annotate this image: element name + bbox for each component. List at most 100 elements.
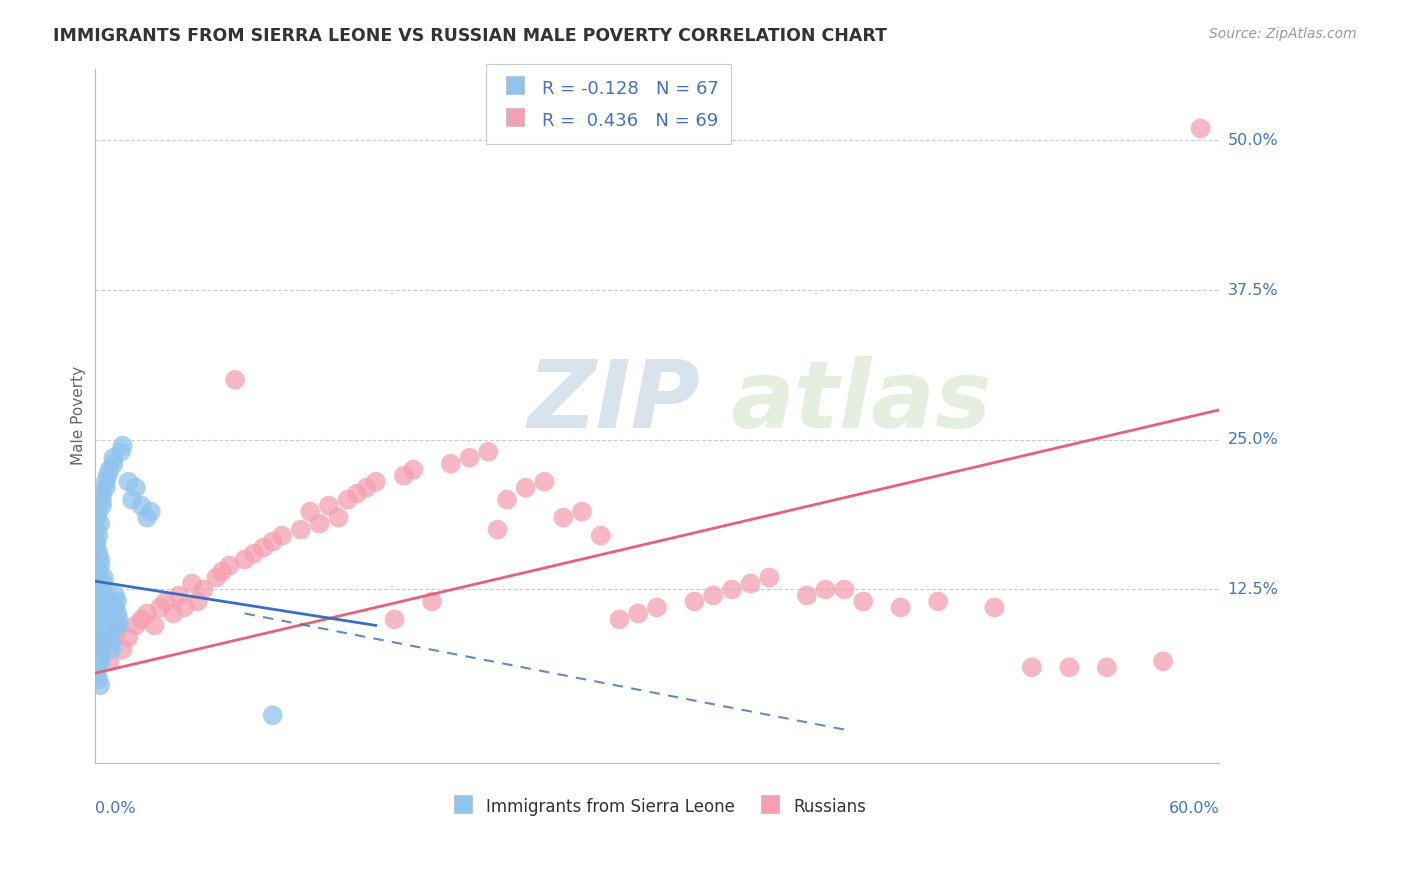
- Point: [328, 510, 350, 524]
- Text: atlas: atlas: [730, 356, 991, 448]
- Point: [97, 468, 120, 483]
- Point: [125, 481, 148, 495]
- Point: [392, 468, 415, 483]
- Point: [193, 582, 215, 597]
- Point: [87, 547, 110, 561]
- Point: [98, 631, 121, 645]
- Point: [440, 457, 463, 471]
- Point: [486, 523, 509, 537]
- Point: [87, 528, 110, 542]
- Point: [740, 576, 762, 591]
- Point: [94, 600, 117, 615]
- Point: [420, 594, 443, 608]
- Point: [834, 582, 856, 597]
- Point: [105, 594, 128, 608]
- Point: [1095, 660, 1118, 674]
- Point: [299, 505, 322, 519]
- Point: [89, 589, 111, 603]
- Point: [589, 528, 612, 542]
- Point: [136, 607, 159, 621]
- Point: [93, 612, 115, 626]
- Point: [533, 475, 555, 489]
- Text: 50.0%: 50.0%: [1227, 133, 1278, 148]
- Point: [155, 594, 177, 608]
- Point: [139, 505, 162, 519]
- Point: [162, 607, 184, 621]
- Point: [87, 582, 110, 597]
- Point: [108, 618, 131, 632]
- Y-axis label: Male Poverty: Male Poverty: [72, 367, 86, 466]
- Point: [252, 541, 274, 555]
- Point: [104, 600, 127, 615]
- Point: [103, 450, 125, 465]
- Point: [86, 510, 108, 524]
- Point: [98, 654, 121, 668]
- Point: [104, 589, 127, 603]
- Point: [86, 607, 108, 621]
- Point: [93, 636, 115, 650]
- Point: [87, 624, 110, 639]
- Point: [233, 552, 256, 566]
- Point: [721, 582, 744, 597]
- Text: 12.5%: 12.5%: [1227, 582, 1278, 597]
- Point: [173, 600, 195, 615]
- Point: [117, 475, 139, 489]
- Point: [87, 600, 110, 615]
- Point: [136, 510, 159, 524]
- Text: 0.0%: 0.0%: [94, 801, 135, 816]
- Point: [121, 492, 143, 507]
- Point: [187, 594, 209, 608]
- Point: [262, 708, 284, 723]
- Point: [91, 499, 114, 513]
- Point: [86, 618, 108, 632]
- Point: [571, 505, 593, 519]
- Point: [262, 534, 284, 549]
- Point: [108, 612, 131, 626]
- Point: [94, 475, 117, 489]
- Point: [111, 642, 134, 657]
- Point: [93, 594, 115, 608]
- Point: [89, 648, 111, 663]
- Point: [89, 552, 111, 566]
- Point: [86, 594, 108, 608]
- Text: ZIP: ZIP: [527, 356, 700, 448]
- Point: [1189, 121, 1212, 136]
- Point: [927, 594, 949, 608]
- Text: 60.0%: 60.0%: [1168, 801, 1219, 816]
- Point: [814, 582, 837, 597]
- Point: [89, 612, 111, 626]
- Point: [93, 570, 115, 584]
- Point: [97, 607, 120, 621]
- Point: [205, 570, 228, 584]
- Point: [125, 618, 148, 632]
- Point: [336, 492, 359, 507]
- Point: [91, 492, 114, 507]
- Point: [149, 600, 172, 615]
- Point: [89, 678, 111, 692]
- Point: [94, 589, 117, 603]
- Point: [100, 642, 122, 657]
- Point: [458, 450, 481, 465]
- Point: [553, 510, 575, 524]
- Point: [87, 565, 110, 579]
- Point: [758, 570, 780, 584]
- Point: [87, 673, 110, 687]
- Point: [890, 600, 912, 615]
- Point: [983, 600, 1005, 615]
- Point: [103, 457, 125, 471]
- Point: [702, 589, 724, 603]
- Point: [796, 589, 818, 603]
- Point: [86, 576, 108, 591]
- Point: [218, 558, 240, 573]
- Point: [243, 547, 266, 561]
- Point: [131, 499, 153, 513]
- Point: [86, 523, 108, 537]
- Point: [91, 582, 114, 597]
- Point: [346, 486, 368, 500]
- Point: [93, 576, 115, 591]
- Point: [167, 589, 190, 603]
- Point: [87, 505, 110, 519]
- Point: [86, 636, 108, 650]
- Point: [89, 558, 111, 573]
- Point: [1152, 654, 1174, 668]
